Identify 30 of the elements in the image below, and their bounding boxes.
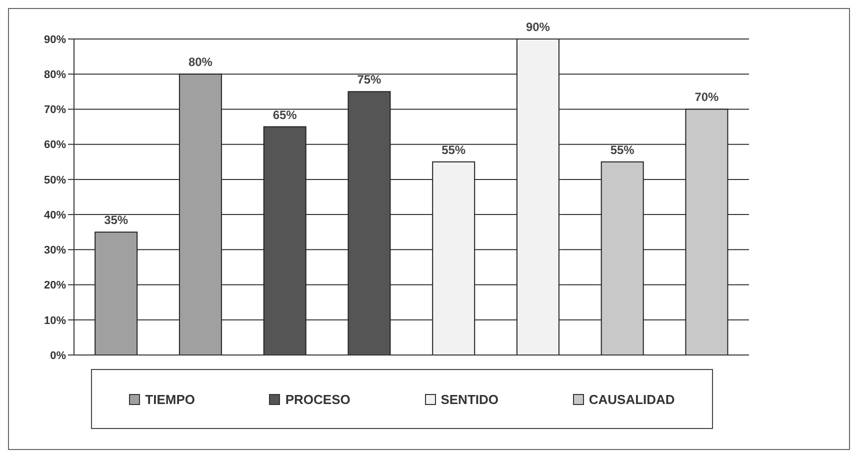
bar — [600, 161, 644, 355]
y-tick-label: 70% — [44, 104, 66, 116]
bar — [263, 126, 306, 355]
y-tick-label: 80% — [44, 69, 66, 82]
y-tick-label: 30% — [44, 244, 66, 257]
y-tick-label: 10% — [44, 314, 66, 327]
data-label: 35% — [104, 213, 128, 228]
data-label: 90% — [526, 20, 550, 34]
legend-label: CAUSALIDAD — [588, 392, 675, 406]
data-label: 75% — [357, 72, 382, 87]
data-label: 70% — [694, 90, 720, 104]
legend-label: TIEMPO — [144, 392, 196, 406]
y-tick-label: 20% — [44, 280, 66, 292]
data-label: 55% — [610, 142, 635, 157]
bar — [348, 91, 391, 355]
text: SENTIDO — [440, 392, 499, 406]
data-label: 65% — [272, 108, 298, 122]
bar — [516, 39, 560, 355]
data-label: 55% — [442, 142, 466, 157]
bar — [94, 232, 138, 355]
bar — [178, 74, 222, 355]
data-label: 80% — [188, 55, 213, 70]
y-tick-label: 60% — [44, 139, 66, 152]
y-tick-label: 90% — [44, 34, 66, 46]
legend-label: PROCESO — [284, 392, 350, 406]
bar — [685, 108, 728, 355]
y-tick-label: 50% — [44, 174, 66, 186]
y-tick-label: 40% — [44, 209, 66, 222]
y-tick-label: 0% — [50, 350, 66, 362]
bar — [432, 161, 476, 355]
